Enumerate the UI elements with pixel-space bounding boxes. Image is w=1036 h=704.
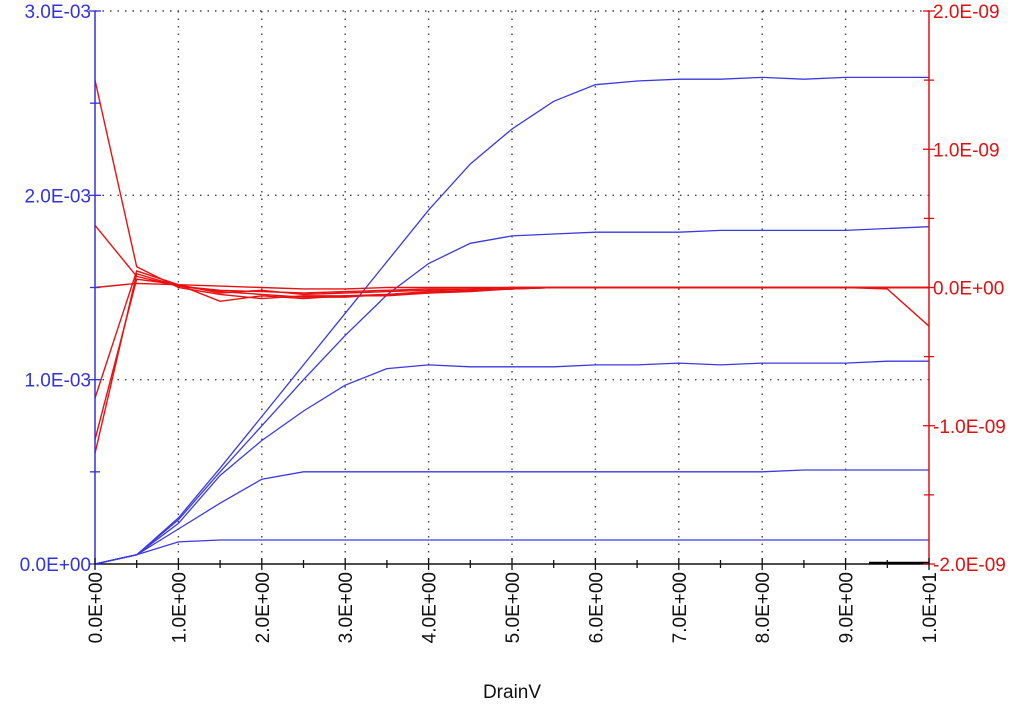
left-axis-tick-label: 1.0E-03 [24, 371, 91, 392]
x-axis-tick-label: 3.0E+00 [336, 572, 357, 643]
right-axis-tick-label: -2.0E-09 [933, 555, 1006, 576]
right-axis-series [94, 79, 930, 454]
right-axis-tick-label: 2.0E-09 [933, 2, 1000, 23]
x-axis-tick-labels: 0.0E+00 1.0E+00 2.0E+00 3.0E+00 4.0E+00 5.0E+… [86, 572, 941, 643]
left-series-line-2 [94, 469, 929, 565]
right-series-line-6 [94, 282, 929, 290]
x-axis-tick-label: 7.0E+00 [670, 572, 691, 643]
left-series-line-1 [94, 539, 929, 565]
x-axis-tick-label: 1.0E+01 [920, 572, 941, 643]
right-axis-tick-label: 1.0E-09 [933, 140, 1000, 161]
axes [89, 10, 935, 570]
x-axis-tick-label: 6.0E+00 [586, 572, 607, 643]
drain-current-series [94, 76, 930, 565]
left-axis-tick-labels: 0.0E+00 1.0E-03 2.0E-03 3.0E-03 [20, 2, 91, 576]
x-axis-tick-label: 0.0E+00 [86, 572, 107, 643]
left-axis-tick-label: 0.0E+00 [20, 555, 91, 576]
x-axis-tick-label: 2.0E+00 [253, 572, 274, 643]
right-axis-tick-labels: -2.0E-09 -1.0E-09 0.0E+00 1.0E-09 2.0E-09 [933, 2, 1006, 576]
left-axis-tick-label: 3.0E-03 [24, 2, 91, 23]
left-axis-tick-label: 2.0E-03 [24, 186, 91, 207]
left-series-line-5 [94, 76, 929, 565]
right-axis-tick-label: -1.0E-09 [933, 417, 1006, 438]
x-axis-tick-label: 9.0E+00 [837, 572, 858, 643]
x-axis-title: DrainV [483, 682, 541, 703]
x-axis-tick-label: 5.0E+00 [503, 572, 524, 643]
left-series-line-3 [94, 360, 929, 565]
x-axis-tick-label: 1.0E+00 [169, 572, 190, 643]
left-series-line-4 [94, 226, 930, 565]
right-axis-tick-label: 0.0E+00 [933, 279, 1004, 300]
x-axis-tick-label: 4.0E+00 [420, 572, 441, 643]
x-axis-tick-label: 8.0E+00 [753, 572, 774, 643]
